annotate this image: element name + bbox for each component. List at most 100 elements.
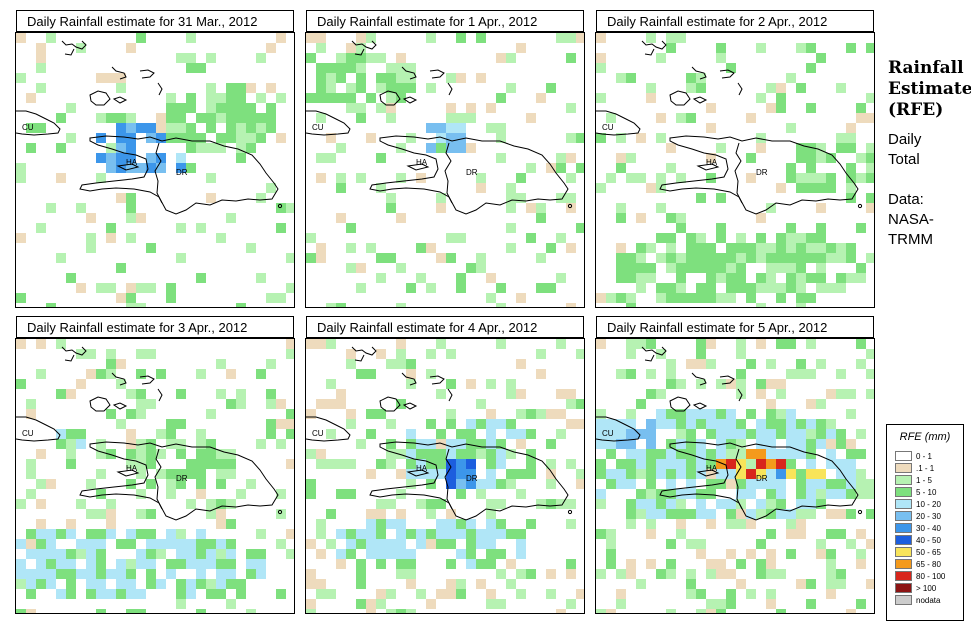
rainfall-cell (746, 253, 756, 263)
rainfall-cell (376, 273, 386, 283)
rainfall-cell (806, 243, 816, 253)
rainfall-cell (206, 409, 216, 419)
rainfall-cell (816, 479, 826, 489)
rainfall-cell (496, 499, 506, 509)
rainfall-cell (146, 439, 156, 449)
rainfall-cell (126, 539, 136, 549)
rainfall-cell (66, 549, 76, 559)
rainfall-cell (396, 173, 406, 183)
rainfall-cell (266, 419, 276, 429)
panel-title: Daily Rainfall estimate for 4 Apr., 2012 (306, 316, 584, 338)
rainfall-cell (276, 293, 286, 303)
rainfall-cell (266, 293, 276, 303)
rainfall-cell (806, 599, 816, 609)
rainfall-cell (396, 73, 406, 83)
rainfall-cell (456, 33, 466, 43)
rainfall-cell (756, 93, 766, 103)
rainfall-cell (26, 123, 36, 133)
rainfall-cell (486, 479, 496, 489)
rainfall-cell (216, 133, 226, 143)
rainfall-cell (506, 83, 516, 93)
rainfall-cell (56, 589, 66, 599)
rainfall-cell (486, 519, 496, 529)
rainfall-cell (466, 449, 476, 459)
rainfall-cell (466, 379, 476, 389)
panel-title: Daily Rainfall estimate for 2 Apr., 2012 (596, 10, 874, 32)
rainfall-cell (846, 183, 856, 193)
rainfall-cell (216, 539, 226, 549)
rainfall-cell (246, 113, 256, 123)
rainfall-cell (636, 579, 646, 589)
rainfall-cell (846, 133, 856, 143)
rainfall-cell (316, 399, 326, 409)
rainfall-cell (446, 143, 456, 153)
rainfall-cell (696, 349, 706, 359)
rainfall-cell (476, 183, 486, 193)
rainfall-cell (686, 83, 696, 93)
rainfall-cell (316, 589, 326, 599)
rainfall-cell (466, 559, 476, 569)
rainfall-cell (626, 349, 636, 359)
rainfall-cell (426, 33, 436, 43)
rainfall-cell (66, 589, 76, 599)
rainfall-cell (666, 43, 676, 53)
rainfall-cell (256, 93, 266, 103)
rainfall-cell (396, 559, 406, 569)
rainfall-cell (826, 549, 836, 559)
rainfall-cell (106, 529, 116, 539)
rainfall-cell (566, 173, 576, 183)
rainfall-cell (356, 559, 366, 569)
rainfall-cell (326, 83, 336, 93)
rainfall-cell (196, 143, 206, 153)
rainfall-cell (426, 539, 436, 549)
rainfall-cell (226, 369, 236, 379)
rainfall-cell (716, 193, 726, 203)
rainfall-cell (766, 419, 776, 429)
rainfall-cell (116, 143, 126, 153)
rainfall-cell (706, 173, 716, 183)
rainfall-cell (476, 539, 486, 549)
rainfall-cell (856, 103, 866, 113)
rainfall-cell (706, 103, 716, 113)
legend-item: .1 - 1 (895, 463, 934, 474)
rainfall-cell (266, 429, 276, 439)
rainfall-cell (126, 409, 136, 419)
rainfall-cell (626, 409, 636, 419)
rainfall-cell (116, 153, 126, 163)
rainfall-cell (436, 193, 446, 203)
rainfall-cell (726, 449, 736, 459)
rainfall-cell (46, 539, 56, 549)
rainfall-cell (526, 469, 536, 479)
rainfall-cell (666, 469, 676, 479)
rainfall-cell (826, 283, 836, 293)
rainfall-cell (36, 223, 46, 233)
rainfall-cell (696, 359, 706, 369)
rainfall-cell (196, 609, 206, 613)
rainfall-cell (146, 163, 156, 173)
rainfall-cell (186, 549, 196, 559)
rainfall-cell (486, 419, 496, 429)
rainfall-cell (686, 479, 696, 489)
rainfall-cell (556, 499, 566, 509)
rainfall-cell (526, 569, 536, 579)
rainfall-cell (866, 203, 874, 213)
rainfall-cell (226, 83, 236, 93)
rainfall-cell (816, 469, 826, 479)
panel-title: Daily Rainfall estimate for 3 Apr., 2012 (16, 316, 294, 338)
rainfall-cell (606, 439, 616, 449)
rainfall-cell (486, 379, 496, 389)
rainfall-cell (76, 429, 86, 439)
rainfall-cell (316, 579, 326, 589)
side-title-line-3: (RFE) (888, 100, 944, 120)
rainfall-cell (866, 489, 874, 499)
rainfall-cell (806, 479, 816, 489)
rainfall-cell (696, 73, 706, 83)
rainfall-cell (206, 559, 216, 569)
rainfall-cell (596, 529, 606, 539)
rainfall-cell (836, 429, 846, 439)
rainfall-cell (316, 549, 326, 559)
rainfall-cell (76, 43, 86, 53)
rainfall-cell (186, 63, 196, 73)
rainfall-cell (496, 459, 506, 469)
rainfall-cells (596, 339, 874, 613)
